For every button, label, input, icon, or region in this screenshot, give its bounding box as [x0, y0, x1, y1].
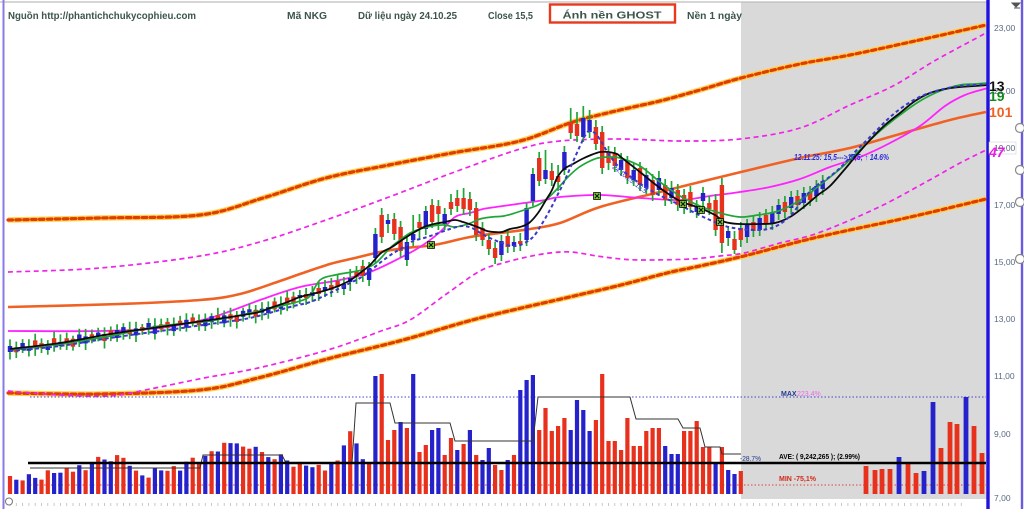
svg-text:47: 47 [988, 144, 1006, 160]
svg-text:223,4%: 223,4% [797, 391, 821, 398]
svg-text:Close 15,5: Close 15,5 [488, 10, 533, 22]
svg-text:MAX: MAX [781, 391, 797, 398]
svg-text:Dữ liệu ngày 24.10.25: Dữ liệu ngày 24.10.25 [358, 10, 457, 22]
svg-text:MIN -75,1%: MIN -75,1% [779, 476, 817, 483]
svg-text:Ánh nền GHOST: Ánh nền GHOST [563, 9, 663, 22]
svg-text:Nền 1 ngày: Nền 1 ngày [687, 10, 742, 22]
svg-text:Mã NKG: Mã NKG [287, 10, 327, 22]
svg-text:19: 19 [989, 88, 1005, 104]
svg-text:9,00: 9,00 [994, 429, 1011, 439]
svg-text:12.11.25: 15,5--->17,5; ↑ 14.6: 12.11.25: 15,5--->17,5; ↑ 14.6% [794, 153, 889, 162]
svg-text:11,00: 11,00 [994, 371, 1015, 381]
svg-text:7,00: 7,00 [994, 493, 1011, 503]
svg-text:Nguồn http://phantichchukycoph: Nguồn http://phantichchukycophieu.com [8, 10, 196, 22]
svg-text:101: 101 [989, 104, 1013, 120]
svg-text:-28.7%: -28.7% [740, 456, 761, 463]
svg-text:23,00: 23,00 [994, 23, 1016, 33]
svg-text:13,00: 13,00 [994, 314, 1016, 324]
svg-text:17,00: 17,00 [994, 200, 1016, 210]
svg-text:AVE: ( 9,242,265 ); (2.99%): AVE: ( 9,242,265 ); (2.99%) [779, 454, 860, 461]
svg-text:15,00: 15,00 [994, 257, 1016, 267]
